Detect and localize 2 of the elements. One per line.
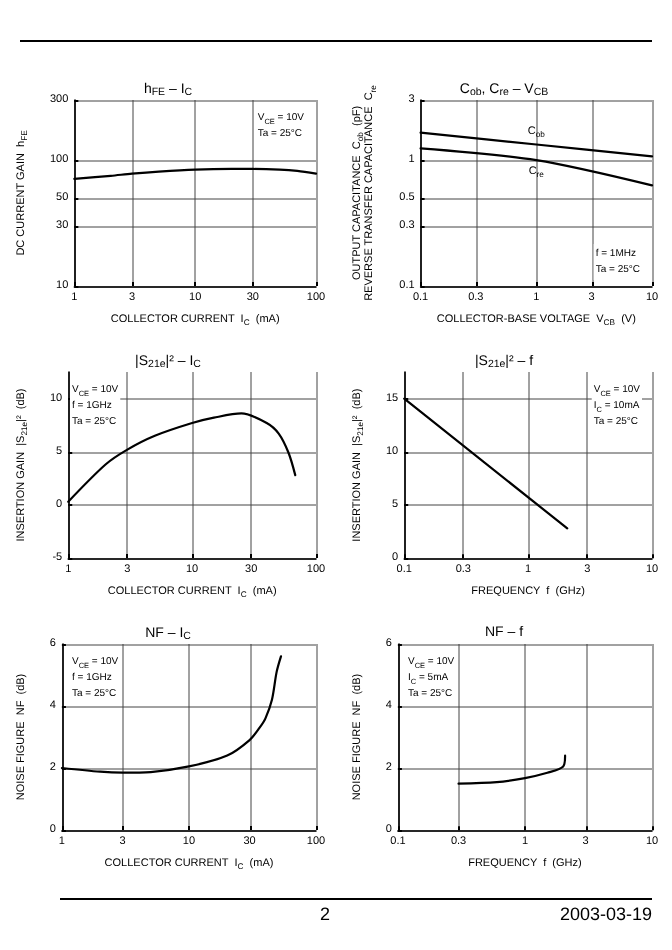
text: 2 bbox=[320, 904, 331, 924]
text: 2003-03-19 bbox=[559, 904, 652, 924]
